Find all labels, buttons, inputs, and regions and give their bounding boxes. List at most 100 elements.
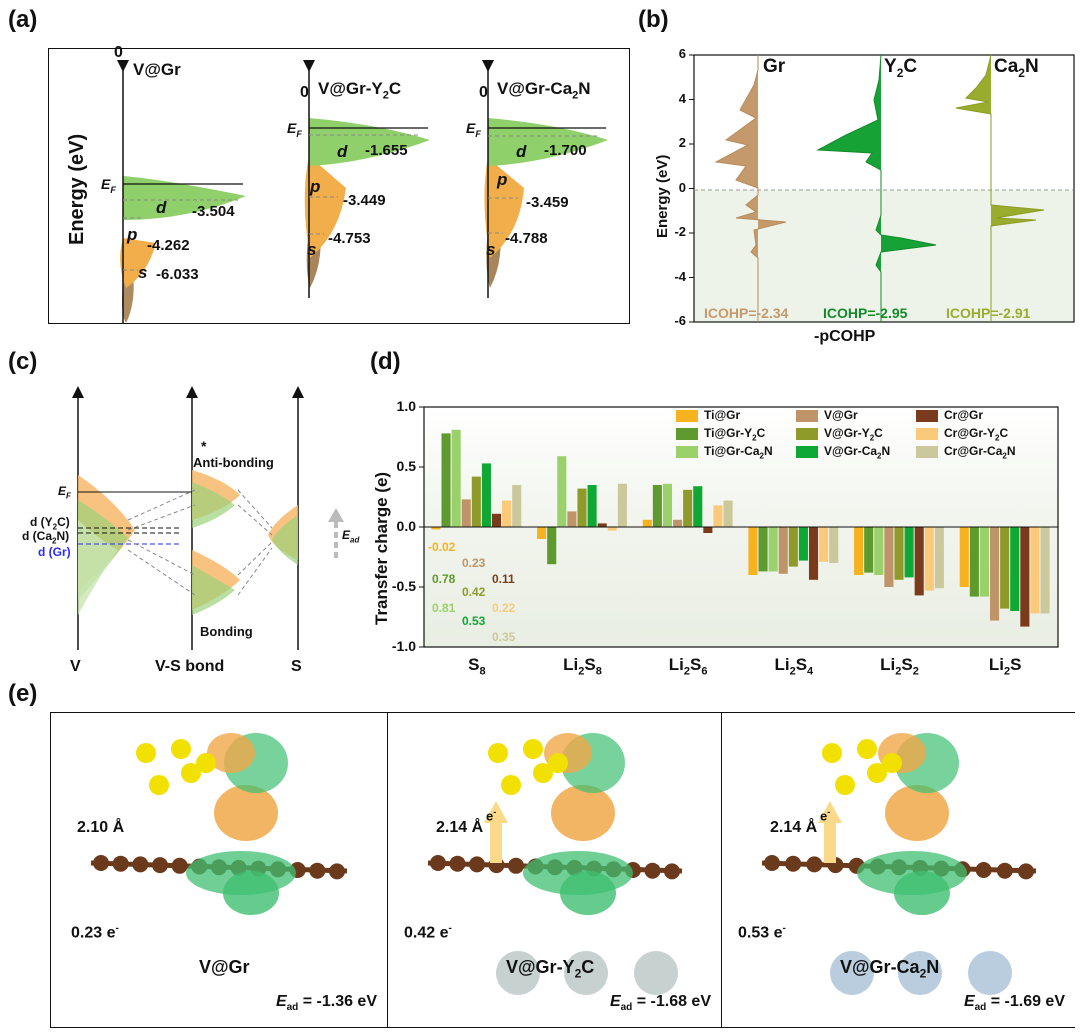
panel-d-yticklabel: 1.0: [396, 398, 416, 414]
legend-swatch: [916, 410, 938, 422]
sulfur-atom: [181, 763, 201, 783]
carbon-atom: [806, 856, 823, 873]
panel-a-frame: [48, 48, 630, 324]
panel-b-plot: [689, 54, 1075, 323]
panel-b-icohp-y2c: ICOHP=-2.95: [823, 305, 908, 321]
panel-e-frame: 2.10 Å 0.23 e- V@Gr Ead = -1.36 eV 2.14 Å 0.4…: [50, 712, 1075, 1028]
panel-d-ylabel: Transfer charge (e): [372, 471, 391, 625]
bar-Ti@Gr-Y2C-Li2S: [969, 527, 979, 597]
sulfur-atom: [171, 739, 191, 759]
bar-Ti@Gr-Li2S2: [854, 527, 864, 575]
bar-V@Gr-Y2C-Li2S4: [788, 527, 798, 567]
carbon-atom: [309, 862, 326, 879]
panel-a-p-1: p: [127, 225, 138, 244]
panel-c-x-s: S: [291, 658, 302, 675]
carbon-atom: [785, 855, 802, 872]
panel-a-ef-3: EF: [466, 120, 481, 139]
sulfur-atom: [548, 753, 568, 773]
panel-c-antibonding: Anti-bonding: [193, 455, 274, 470]
panel-e-ead: Ead = -1.69 eV: [963, 993, 1065, 1014]
panel-e-system-name: V@Gr-Y2C: [506, 957, 595, 981]
panel-d-xlabel: S8: [468, 655, 486, 678]
carbon-atom: [152, 857, 168, 874]
legend-label: Ti@Gr-Y2C: [704, 426, 766, 443]
bar-Cr@Gr-Li2S6: [703, 527, 713, 533]
panel-a-dval-3: -1.700: [544, 142, 587, 159]
bar-Ti@Gr-Li2S: [959, 527, 969, 587]
bar-V@Gr-Y2C-Li2S2: [894, 527, 904, 580]
panel-e-charge: 0.23 e-: [71, 923, 119, 942]
panel-a-s-3: s: [486, 240, 496, 259]
legend-swatch: [796, 428, 818, 440]
bar-V@Gr-Y2C-S8: [471, 476, 481, 527]
legend-swatch: [676, 446, 698, 458]
panel-e-arrow-label: e-: [486, 807, 497, 824]
bar-Cr@Gr-Y2C-Li2S4: [819, 527, 829, 562]
carbon-atom: [996, 862, 1013, 879]
panel-a-title-1: V@Gr: [133, 60, 181, 79]
carbon-atom: [1018, 863, 1034, 880]
charge-depletion: [223, 871, 279, 915]
sulfur-atom: [523, 739, 543, 759]
support-atom: [968, 951, 1012, 995]
panel-c-bonding: Bonding: [200, 624, 253, 639]
bar-V@Gr-Li2S: [990, 527, 1000, 621]
bar-V@Gr-Ca2N-S8: [481, 463, 491, 527]
panel-e-distance: 2.14 Å: [770, 819, 818, 836]
panel-label-b: (b): [638, 6, 669, 33]
bar-Ti@Gr-Y2C-Li2S8: [547, 527, 557, 565]
bar-Ti@Gr-Ca2N-Li2S6: [662, 483, 673, 527]
panel-c-x-vs: V-S bond: [155, 658, 225, 675]
panel-b-yticklabel: -6: [674, 313, 686, 328]
panel-e-ead: Ead = -1.36 eV: [275, 993, 377, 1014]
carbon-atom: [112, 855, 129, 872]
charge-accumulation: [214, 785, 278, 841]
bar-Cr@Gr-Li2S: [1020, 527, 1030, 627]
panel-c-d-gr: d (Gr): [38, 545, 71, 559]
bar-V@Gr-Li2S2: [884, 527, 894, 587]
panel-e-system-name: V@Gr-Ca2N: [840, 957, 940, 981]
bar-V@Gr-Li2S6: [673, 519, 683, 527]
panel-d-xlabel: Li2S6: [668, 655, 708, 678]
bar-Ti@Gr-Ca2N-S8: [451, 429, 461, 527]
carbon-atom: [329, 863, 345, 880]
charge-depletion: [560, 871, 616, 915]
panel-b-cohp-y2c: [816, 54, 937, 322]
legend-swatch: [676, 428, 698, 440]
bar-V@Gr-Y2C-Li2S6: [683, 489, 693, 527]
panel-e-cell: 2.14 Å 0.42 e- V@Gr-Y2C Ead = -1.68 eV e-: [387, 713, 721, 1027]
legend-label: Ti@Gr-Ca2N: [704, 444, 773, 461]
bar-V@Gr-Ca2N-Li2S2: [904, 527, 914, 578]
legend-swatch: [916, 428, 938, 440]
sulfur-atom: [835, 775, 855, 795]
panel-e-distance: 2.10 Å: [77, 819, 125, 836]
panel-a-dval-2: -1.655: [365, 142, 408, 159]
panel-d-annotation: 0.35: [492, 630, 516, 644]
panel-b-yticklabel: 2: [678, 135, 686, 150]
sulfur-atom: [136, 743, 156, 763]
legend-swatch: [796, 446, 818, 458]
bar-Ti@Gr-Y2C-Li2S4: [758, 527, 768, 572]
panel-a-zero-2: 0: [300, 84, 309, 101]
sulfur-atom: [882, 753, 902, 773]
panel-e-cell: 2.10 Å 0.23 e- V@Gr Ead = -1.36 eV: [51, 713, 387, 1027]
sulfur-atom: [857, 739, 877, 759]
panel-d-yticklabel: -0.5: [391, 578, 416, 594]
panel-a-d-1: d: [156, 198, 167, 217]
panel-d-xlabel: Li2S4: [774, 655, 814, 678]
carbon-atom: [132, 856, 149, 873]
panel-b-yticklabel: 0: [678, 179, 686, 195]
bar-Ti@Gr-Ca2N-Li2S2: [874, 527, 884, 575]
panel-e-structure: [761, 733, 1037, 995]
panel-e-ead: Ead = -1.68 eV: [609, 993, 711, 1014]
panel-c-d-y2c: d (Y2C): [30, 515, 70, 532]
sulfur-atom: [822, 743, 842, 763]
bar-Ti@Gr-Li2S6: [642, 519, 652, 527]
support-atom: [830, 951, 874, 995]
legend-label: Cr@Gr-Ca2N: [944, 444, 1016, 461]
bar-Ti@Gr-Li2S4: [748, 527, 758, 575]
carbon-atom: [975, 862, 992, 878]
legend-label: V@Gr-Y2C: [824, 426, 883, 443]
support-atom: [634, 951, 678, 995]
panel-a-dval-1: -3.504: [192, 203, 235, 220]
